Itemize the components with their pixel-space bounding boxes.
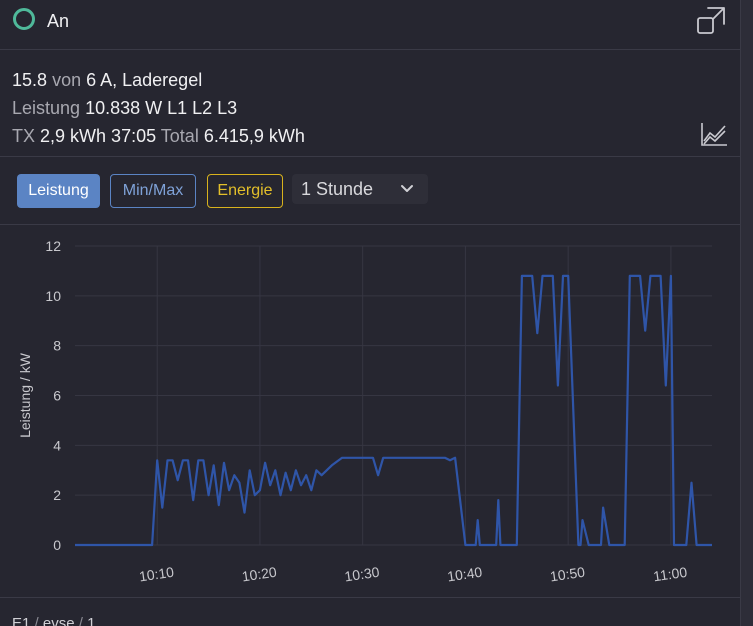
breadcrumb-separator: / [78, 615, 83, 626]
x-tick-label: 10:50 [549, 564, 586, 585]
time-range-value: 1 Stunde [301, 179, 374, 199]
chevron-down-icon [401, 185, 413, 192]
tab-leistung[interactable]: Leistung [17, 174, 100, 208]
total-label: Total [160, 126, 199, 146]
power-chart: 0 2 4 6 8 10 12 10:10 10:20 10:30 10:40 10:50 11:00 L… [0, 226, 740, 598]
y-axis-title: Leistung / kW [17, 352, 33, 438]
breadcrumb-separator: / [34, 615, 39, 626]
charger-info: 15.8 von 6 A, Laderegel Leistung 10.838 … [12, 66, 305, 150]
breadcrumb-item[interactable]: 1 [87, 615, 96, 626]
energy-line: TX 2,9 kWh 37:05 Total 6.415,9 kWh [12, 122, 305, 150]
current-line: 15.8 von 6 A, Laderegel [12, 66, 305, 94]
tx-label: TX [12, 126, 36, 146]
breadcrumb-item[interactable]: E1 [12, 615, 31, 626]
of-label: von [52, 70, 82, 90]
divider [0, 156, 740, 157]
tab-energie[interactable]: Energie [207, 174, 283, 208]
divider [0, 597, 740, 598]
status-indicator-icon [13, 8, 35, 30]
scrollbar[interactable] [740, 0, 753, 626]
divider [0, 224, 740, 225]
current-value: 15.8 [12, 70, 48, 90]
power-line: Leistung 10.838 W L1 L2 L3 [12, 94, 305, 122]
power-series-line [75, 274, 712, 547]
y-tick-label: 6 [53, 388, 61, 404]
tab-min-max[interactable]: Min/Max [110, 174, 196, 208]
x-tick-label: 10:30 [344, 564, 381, 585]
breadcrumb-item[interactable]: evse [42, 615, 75, 626]
total-value: 6.415,9 kWh [203, 126, 305, 146]
x-tick-label: 10:10 [138, 564, 175, 585]
expand-icon [697, 7, 725, 34]
y-tick-label: 0 [53, 537, 61, 553]
y-tick-label: 4 [53, 437, 61, 453]
y-tick-label: 12 [45, 238, 61, 254]
header: An [0, 0, 740, 50]
y-tick-label: 2 [53, 487, 61, 503]
chart-toggle-button[interactable] [700, 121, 728, 147]
power-value: 10.838 W L1 L2 L3 [85, 98, 238, 118]
power-label: Leistung [12, 98, 81, 118]
divider [0, 49, 740, 50]
limit-value: 6 A, Laderegel [86, 70, 203, 90]
y-tick-label: 8 [53, 338, 61, 354]
power-chart-svg: 0 2 4 6 8 10 12 10:10 10:20 10:30 10:40 10:50 11:00 L… [17, 238, 712, 585]
breadcrumb: E1 / evse / 1 [12, 615, 95, 626]
time-range-select[interactable]: 1 Stunde [292, 174, 428, 204]
tx-value: 2,9 kWh 37:05 [40, 126, 157, 146]
line-chart-icon [701, 123, 727, 146]
x-tick-label: 11:00 [652, 564, 688, 585]
status-label: An [47, 11, 70, 31]
x-tick-label: 10:20 [241, 564, 278, 585]
expand-button[interactable] [695, 5, 727, 37]
y-tick-label: 10 [45, 288, 61, 304]
x-tick-label: 10:40 [446, 564, 483, 585]
